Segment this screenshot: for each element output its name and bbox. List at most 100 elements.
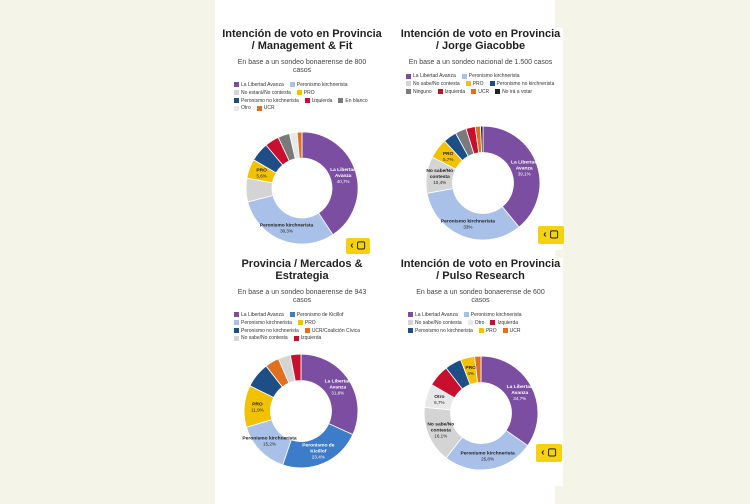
donut-slice bbox=[296, 131, 303, 159]
slice-label: Avanza bbox=[511, 390, 528, 396]
legend-entry: Peronismo kirchnerista bbox=[461, 73, 520, 81]
slice-value-label: 11,9% bbox=[251, 408, 264, 413]
legend-swatch bbox=[304, 97, 310, 103]
chart-title: Intención de voto en Provincia / Jorge G… bbox=[400, 28, 561, 53]
legend-entry: En blanco bbox=[338, 97, 368, 106]
legend-swatch bbox=[463, 312, 469, 318]
legend-label: No estará/No contesta bbox=[241, 89, 291, 96]
slice-value-label: 31,8% bbox=[331, 391, 344, 396]
legend-label: En blanco bbox=[345, 97, 368, 104]
legend-label: No irá a votar bbox=[502, 88, 533, 95]
slice-value-label: 33% bbox=[463, 224, 472, 229]
legend-label: Izquierda bbox=[311, 97, 333, 104]
legend-swatch bbox=[437, 89, 443, 95]
slice-label: Avanza bbox=[516, 166, 533, 172]
legend-swatch bbox=[408, 320, 413, 326]
donut-slice bbox=[480, 355, 539, 447]
donut-slice bbox=[247, 194, 334, 245]
chart-legend: La Libertad Avanza Peronismo de KicillofP… bbox=[222, 312, 382, 343]
slice-value-label: 6,7% bbox=[434, 400, 444, 405]
legend-label: UCR bbox=[478, 88, 490, 95]
slice-label: Peronismo kirchnerista bbox=[260, 222, 314, 228]
brand-badge: ‹ ▢ bbox=[536, 444, 562, 462]
legend-entry: Izquierda bbox=[293, 335, 321, 343]
brand-icon: ‹ ▢ bbox=[350, 240, 366, 251]
legend-label: La Libertad Avanza bbox=[241, 82, 284, 89]
chart-legend: La Libertad Avanza Peronismo kirchnerista… bbox=[222, 82, 382, 113]
legend-swatch bbox=[289, 312, 295, 318]
legend-entry: Peronismo kirchnerista bbox=[463, 312, 522, 320]
legend-swatch bbox=[467, 320, 473, 326]
brand-badge: ‹ ▢ bbox=[346, 238, 370, 254]
slice-value-label: 10,4% bbox=[433, 180, 446, 185]
legend-entry: Otro bbox=[467, 320, 484, 328]
legend-label: PRO bbox=[303, 89, 315, 96]
legend-entry: UCR bbox=[256, 105, 275, 113]
legend-entry: Ninguno bbox=[406, 89, 432, 97]
brand-icon: ‹ ▢ bbox=[543, 229, 559, 240]
legend-label: Peronismo kirchnerista bbox=[241, 319, 292, 326]
legend-label: UCR bbox=[263, 105, 275, 112]
legend-entry: Peronismo no kirchnerista bbox=[234, 98, 299, 106]
legend-entry: Peronismo de Kicillof bbox=[289, 312, 344, 320]
legend-label: No sabe/No contesta bbox=[241, 335, 288, 342]
slice-label: Avanza bbox=[335, 173, 352, 179]
slice-label: Peronismo kirchnerista bbox=[441, 218, 495, 224]
legend-swatch bbox=[256, 105, 262, 111]
legend-entry: UCR bbox=[471, 89, 489, 97]
legend-label: La Libertad Avanza bbox=[241, 312, 284, 319]
legend-swatch bbox=[461, 73, 467, 79]
legend-label: Otro bbox=[241, 105, 251, 112]
legend-swatch bbox=[406, 89, 411, 95]
legend-label: Izquierda bbox=[497, 319, 519, 326]
legend-entry: Peronismo no kirchnerista bbox=[408, 328, 473, 336]
legend-label: PRO bbox=[472, 81, 484, 88]
legend-entry: Peronismo kirchnerista bbox=[289, 82, 348, 90]
chart-panel-pulso-research: Intención de voto en Provincia / Pulso R… bbox=[398, 258, 563, 486]
legend-entry: PRO bbox=[465, 81, 484, 89]
chart-subtitle: En base a un sondeo bonaerense de 943 ca… bbox=[237, 288, 367, 305]
legend-swatch bbox=[296, 90, 302, 96]
slice-label: PRO bbox=[443, 151, 454, 157]
brand-icon: ‹ ▢ bbox=[541, 447, 557, 458]
legend-label: No sabe/No contesta bbox=[415, 319, 462, 326]
legend-swatch bbox=[338, 97, 344, 103]
slice-value-label: 5,7% bbox=[443, 157, 453, 162]
slice-label: No sabe/No bbox=[427, 421, 454, 427]
legend-swatch bbox=[234, 97, 239, 103]
legend-entry: UCR/Coalición Cívica bbox=[304, 327, 360, 336]
legend-label: PRO bbox=[304, 319, 316, 326]
slice-label: No sabe/No bbox=[426, 168, 453, 174]
legend-swatch bbox=[304, 327, 310, 333]
legend-swatch bbox=[490, 320, 496, 326]
legend-label: La Libertad Avanza bbox=[413, 73, 456, 80]
legend-entry: PRO bbox=[297, 319, 316, 328]
legend-entry: La Libertad Avanza bbox=[408, 312, 458, 320]
legend-entry: La Libertad Avanza bbox=[234, 82, 284, 90]
legend-entry: PRO bbox=[478, 328, 497, 336]
legend-swatch bbox=[234, 90, 239, 96]
legend-label: Peronismo no kirchnerista bbox=[241, 327, 299, 334]
legend-entry: PRO bbox=[296, 89, 315, 98]
legend-entry: Peronismo no kirchnerista bbox=[234, 328, 299, 336]
legend-entry: UCR bbox=[502, 327, 521, 336]
legend-entry: La Libertad Avanza bbox=[406, 73, 456, 81]
legend-label: Peronismo kirchnerista bbox=[296, 82, 348, 89]
legend-label: UCR bbox=[509, 327, 521, 334]
legend-swatch bbox=[289, 82, 295, 88]
slice-label: La Libertad bbox=[511, 160, 537, 166]
legend-label: Peronismo de Kicillof bbox=[296, 312, 344, 319]
slice-value-label: 15,2% bbox=[263, 442, 276, 447]
legend-swatch bbox=[406, 81, 411, 87]
slice-label: PRO bbox=[465, 365, 476, 371]
chart-title: Provincia / Mercados & Estrategia bbox=[241, 258, 363, 283]
legend-label: Peronismo no kirchnerista bbox=[496, 81, 555, 88]
legend-entry: Izquierda bbox=[490, 320, 518, 328]
chart-panel-jorge-giacobbe: Intención de voto en Provincia / Jorge G… bbox=[398, 28, 564, 250]
slice-value-label: 39,1% bbox=[518, 172, 531, 177]
donut-slice bbox=[474, 355, 482, 384]
legend-entry: No sabe/No contesta bbox=[234, 335, 288, 343]
